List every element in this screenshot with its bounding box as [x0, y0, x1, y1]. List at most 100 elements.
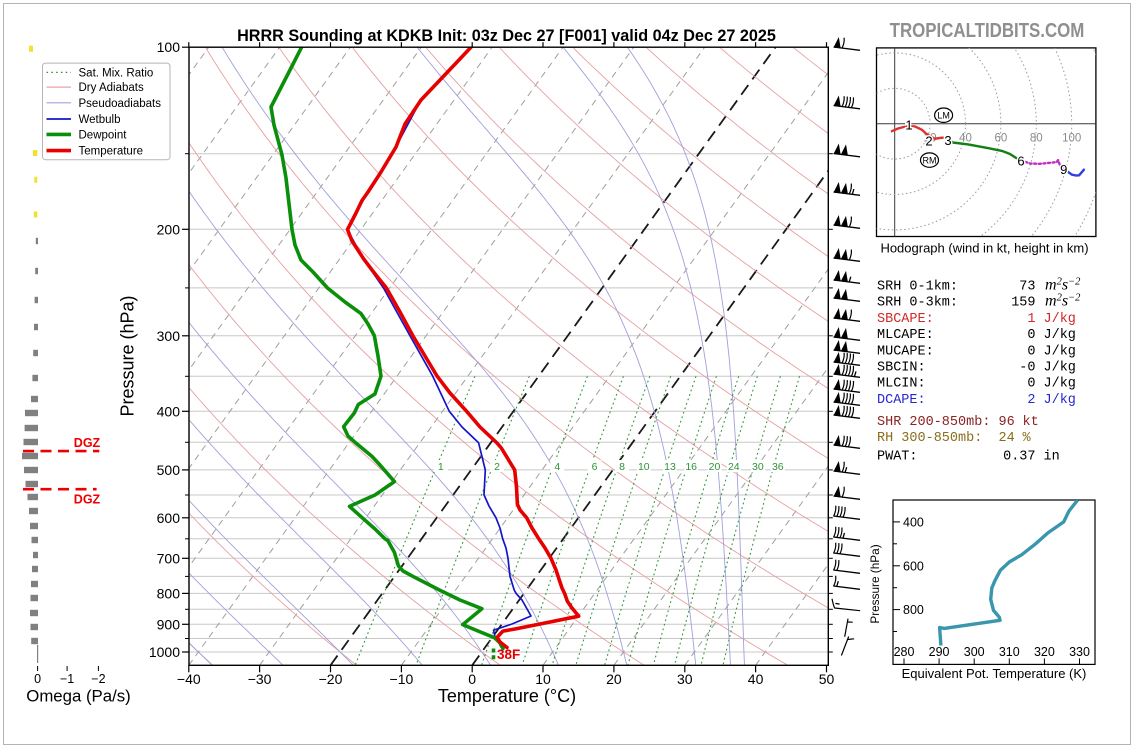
svg-text:100: 100: [1062, 133, 1081, 145]
svg-text:PWAT:: PWAT:: [877, 450, 918, 465]
svg-text:4: 4: [554, 461, 560, 473]
svg-text:MLCAPE:: MLCAPE:: [877, 328, 934, 343]
svg-text:0: 0: [34, 672, 41, 686]
svg-text:2: 2: [494, 461, 500, 473]
svg-text:−1: −1: [60, 672, 74, 686]
svg-text:9: 9: [1060, 162, 1067, 177]
svg-text:SRH 0-3km:: SRH 0-3km:: [877, 296, 958, 311]
svg-text:159: 159: [1011, 296, 1035, 311]
svg-text:3: 3: [944, 133, 951, 148]
svg-text:600: 600: [157, 510, 181, 526]
svg-text:Pseudoadiabats: Pseudoadiabats: [79, 98, 162, 110]
svg-text:6: 6: [592, 461, 598, 473]
svg-text:900: 900: [157, 616, 181, 632]
svg-text:400: 400: [157, 403, 181, 419]
svg-text:1: 1: [905, 118, 912, 133]
svg-text:SRH 0-1km:: SRH 0-1km:: [877, 280, 958, 295]
svg-text:Temperature: Temperature: [79, 146, 144, 158]
svg-text:320: 320: [1034, 645, 1055, 659]
svg-text:24: 24: [728, 461, 740, 473]
svg-text:40: 40: [959, 133, 972, 145]
svg-text:20: 20: [606, 671, 622, 687]
svg-text:700: 700: [157, 550, 181, 566]
svg-text:500: 500: [157, 462, 181, 478]
svg-text:Sat. Mix. Ratio: Sat. Mix. Ratio: [79, 67, 154, 79]
svg-text:J/kg: J/kg: [1044, 328, 1076, 343]
svg-text:Equivalent Pot. Temperature (K: Equivalent Pot. Temperature (K): [902, 666, 1087, 681]
svg-text:8: 8: [619, 461, 625, 473]
svg-text:Wetbulb: Wetbulb: [79, 114, 121, 126]
svg-text:73: 73: [1019, 280, 1035, 295]
svg-text:DCAPE:: DCAPE:: [877, 393, 926, 408]
svg-text:J/kg: J/kg: [1044, 377, 1076, 392]
svg-text:600: 600: [903, 559, 924, 573]
svg-text:6: 6: [1017, 154, 1024, 169]
svg-text:%: %: [1023, 431, 1032, 446]
svg-text:1: 1: [1027, 312, 1035, 327]
svg-text:−30: −30: [248, 671, 272, 687]
svg-text:1: 1: [905, 118, 912, 133]
svg-text:J/kg: J/kg: [1044, 344, 1076, 359]
svg-text:50: 50: [819, 671, 835, 687]
svg-text:13: 13: [664, 461, 676, 473]
svg-text:Omega (Pa/s): Omega (Pa/s): [26, 687, 130, 706]
svg-text:0: 0: [468, 671, 476, 687]
svg-text:10: 10: [638, 461, 650, 473]
svg-text:−10: −10: [390, 671, 414, 687]
svg-text:300: 300: [157, 328, 181, 344]
svg-text:36: 36: [772, 461, 784, 473]
svg-text:96: 96: [998, 415, 1014, 430]
svg-text:300: 300: [964, 645, 985, 659]
svg-text:0: 0: [1027, 328, 1035, 343]
svg-text:10: 10: [535, 671, 551, 687]
svg-text:RH 300-850mb:: RH 300-850mb:: [877, 431, 982, 446]
svg-text:Temperature (°C): Temperature (°C): [438, 686, 576, 706]
svg-text:J/kg: J/kg: [1044, 312, 1076, 327]
svg-text:24: 24: [998, 431, 1014, 446]
svg-text:in: in: [1044, 450, 1060, 465]
svg-text:3: 3: [944, 133, 951, 148]
svg-text:Pressure (hPa): Pressure (hPa): [868, 544, 882, 623]
svg-text:6: 6: [1017, 154, 1024, 169]
svg-text:−2: −2: [91, 672, 105, 686]
svg-text:Dewpoint: Dewpoint: [79, 129, 128, 141]
svg-text:DGZ: DGZ: [74, 436, 101, 450]
svg-text:16: 16: [685, 461, 697, 473]
svg-text:800: 800: [157, 585, 181, 601]
svg-text:100: 100: [157, 39, 181, 55]
svg-text:TROPICALTIDBITS.COM: TROPICALTIDBITS.COM: [890, 18, 1085, 41]
svg-text:SBCIN:: SBCIN:: [877, 361, 926, 376]
svg-text:9: 9: [1060, 162, 1067, 177]
svg-text:1: 1: [438, 461, 444, 473]
svg-text:2: 2: [925, 134, 932, 149]
svg-text:RM: RM: [923, 155, 937, 165]
svg-text:Hodograph (wind in kt, height: Hodograph (wind in kt, height in km): [880, 241, 1088, 256]
svg-text:Pressure (hPa): Pressure (hPa): [118, 295, 138, 416]
svg-text:2: 2: [1027, 393, 1035, 408]
svg-text:SHR 200-850mb:: SHR 200-850mb:: [877, 415, 990, 430]
svg-text:200: 200: [157, 221, 181, 237]
svg-text:800: 800: [903, 603, 924, 617]
svg-text:20: 20: [709, 461, 721, 473]
svg-text:kt: kt: [1023, 415, 1039, 430]
svg-text:−40: −40: [177, 671, 201, 687]
svg-text:80: 80: [1030, 133, 1043, 145]
svg-text:60: 60: [995, 133, 1008, 145]
svg-text:280: 280: [894, 645, 915, 659]
svg-text:0.37: 0.37: [1003, 450, 1035, 465]
svg-text:LM: LM: [937, 110, 950, 120]
svg-text:310: 310: [999, 645, 1020, 659]
svg-text:38F: 38F: [497, 647, 520, 662]
svg-text:290: 290: [929, 645, 950, 659]
svg-text:MUCAPE:: MUCAPE:: [877, 344, 934, 359]
svg-text:330: 330: [1069, 645, 1090, 659]
svg-text:MLCIN:: MLCIN:: [877, 377, 926, 392]
svg-text:30: 30: [752, 461, 764, 473]
svg-text:HRRR Sounding at KDKB Init: 03: HRRR Sounding at KDKB Init: 03z Dec 27 […: [237, 27, 776, 45]
svg-text:-0: -0: [1019, 361, 1035, 376]
svg-text:SBCAPE:: SBCAPE:: [877, 312, 934, 327]
svg-text:0: 0: [1027, 377, 1035, 392]
svg-text:2: 2: [925, 134, 932, 149]
svg-text:0: 0: [1027, 344, 1035, 359]
svg-text:J/kg: J/kg: [1044, 393, 1076, 408]
